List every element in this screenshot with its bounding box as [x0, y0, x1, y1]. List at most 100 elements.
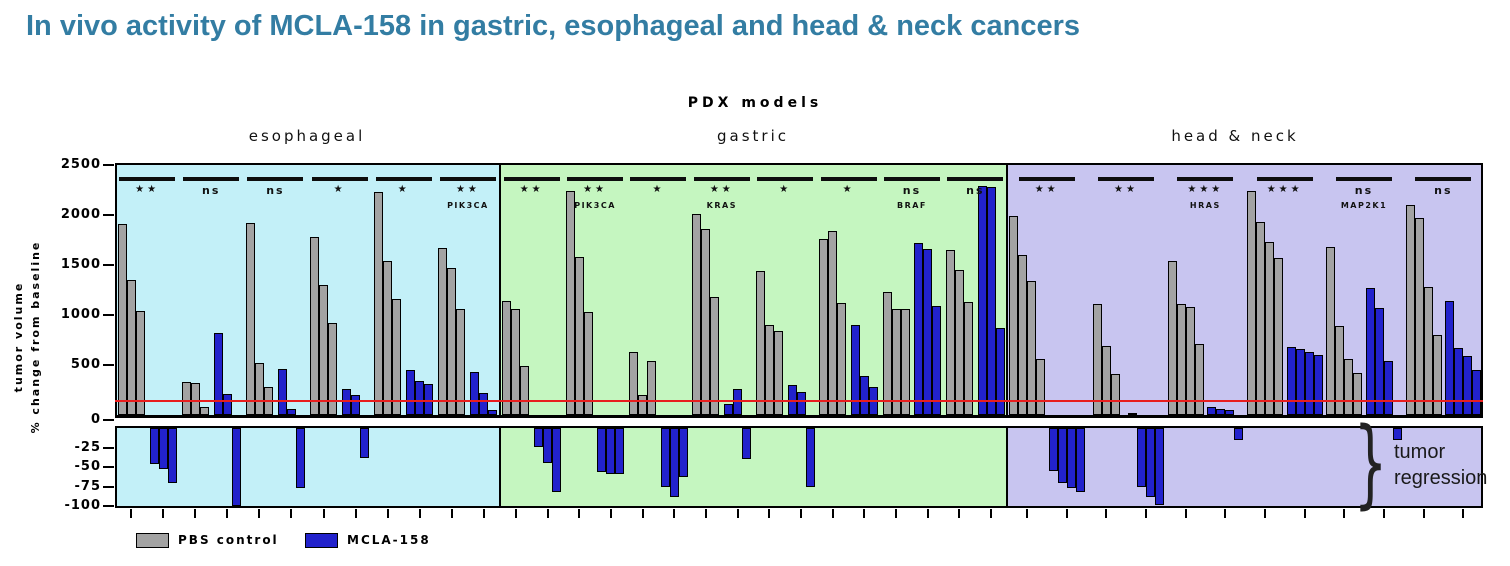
bar-mcla — [167, 428, 177, 484]
x-axis-tick — [1303, 509, 1306, 518]
x-axis-tick — [226, 509, 229, 518]
panel-divider — [499, 163, 501, 418]
bar-mcla — [1207, 407, 1217, 415]
significance-marker: ★ — [333, 184, 346, 195]
y-axis-label-line1: tumor volume — [12, 281, 25, 393]
bar-pbs — [1405, 205, 1415, 415]
bar-mcla — [1066, 428, 1076, 489]
bar-mcla — [1136, 428, 1146, 488]
significance-marker: ★★ — [1114, 184, 1138, 195]
bar-mcla — [1454, 347, 1464, 415]
significance-dash — [311, 177, 368, 181]
bar-mcla — [552, 428, 562, 492]
bar-mcla — [1304, 351, 1314, 415]
bar-pbs — [1335, 325, 1345, 415]
significance-marker: ns — [202, 184, 221, 197]
bar-pbs — [710, 297, 720, 415]
significance-marker: ★ — [397, 184, 410, 195]
bar-mcla — [1216, 409, 1226, 415]
bar-mcla — [415, 380, 425, 415]
bar-pbs — [254, 362, 264, 415]
x-axis-tick — [831, 509, 834, 518]
bar-pbs — [638, 394, 648, 415]
bar-pbs — [502, 300, 512, 415]
bar-mcla — [923, 248, 933, 415]
bar-mcla — [479, 393, 489, 415]
significance-dash — [693, 177, 750, 181]
significance-dash — [1018, 177, 1075, 181]
bar-mcla — [660, 428, 670, 488]
x-axis-tick — [1065, 509, 1068, 518]
panel-divider — [1006, 163, 1008, 418]
significance-dash — [119, 177, 176, 181]
bar-pbs — [1167, 261, 1177, 415]
bar-pbs — [1110, 373, 1120, 415]
bar-pbs — [1423, 286, 1433, 415]
bar-pbs — [629, 351, 639, 415]
significance-marker: ★★★ — [1187, 184, 1224, 195]
significance-marker: ★★ — [135, 184, 160, 195]
significance-marker: ★★ — [583, 184, 608, 195]
x-axis-tick — [1184, 509, 1187, 518]
gene-label: BRAF — [896, 201, 927, 210]
panel-bg-negative-1 — [500, 426, 1007, 508]
x-axis-tick — [130, 509, 133, 518]
bar-pbs — [692, 213, 702, 415]
significance-dash — [503, 177, 560, 181]
y-tick-label: 500 — [70, 357, 101, 372]
bar-pbs — [1092, 304, 1102, 415]
bar-pbs — [565, 191, 575, 415]
x-axis-tick — [673, 509, 676, 518]
y-axis-tick — [103, 164, 114, 166]
bar-mcla — [406, 369, 416, 415]
x-axis-tick — [1144, 509, 1147, 518]
significance-marker: ★ — [652, 184, 665, 195]
significance-dash — [375, 177, 432, 181]
bar-pbs — [755, 270, 765, 415]
x-axis-tick — [1382, 509, 1385, 518]
bar-mcla — [1048, 428, 1058, 471]
bar-pbs — [1273, 257, 1283, 415]
x-axis-tick — [482, 509, 485, 518]
bar-pbs — [963, 301, 973, 415]
y-tick-label: 2500 — [60, 157, 101, 172]
bar-mcla — [615, 428, 625, 475]
y-tick-label: -50 — [74, 459, 101, 474]
gene-label: KRAS — [706, 201, 737, 210]
bar-mcla — [742, 428, 752, 460]
x-axis-tick — [895, 509, 898, 518]
bar-pbs — [1353, 373, 1363, 415]
bar-mcla — [850, 324, 860, 415]
y-tick-label: 1000 — [60, 307, 101, 322]
bar-pbs — [520, 365, 530, 415]
bar-mcla — [995, 327, 1005, 415]
bar-mcla — [342, 389, 352, 415]
bar-pbs — [764, 324, 774, 415]
significance-dash — [820, 177, 877, 181]
legend-label-mcla: MCLA-158 — [347, 533, 431, 547]
x-axis-tick — [418, 509, 421, 518]
significance-marker: ns — [1354, 184, 1374, 197]
x-axis-tick — [290, 509, 293, 518]
significance-marker: ns — [902, 184, 922, 197]
bar-mcla — [1057, 428, 1067, 483]
bar-mcla — [606, 428, 616, 475]
bar-mcla — [1234, 428, 1244, 441]
bar-mcla — [286, 408, 296, 415]
bar-mcla — [859, 376, 869, 415]
x-axis-tick — [450, 509, 453, 518]
bar-mcla — [277, 369, 287, 415]
panel-title-head-neck: head & neck — [1171, 127, 1299, 145]
bar-mcla — [932, 305, 942, 415]
bar-pbs — [882, 291, 892, 415]
bar-mcla — [1127, 413, 1137, 415]
significance-dash — [757, 177, 814, 181]
bar-pbs — [310, 236, 320, 415]
bar-mcla — [470, 371, 480, 415]
bar-pbs — [438, 247, 448, 415]
panel-bg-negative-0 — [115, 426, 500, 508]
bar-mcla — [149, 428, 159, 464]
bar-pbs — [945, 249, 955, 415]
x-axis-tick — [1422, 509, 1425, 518]
